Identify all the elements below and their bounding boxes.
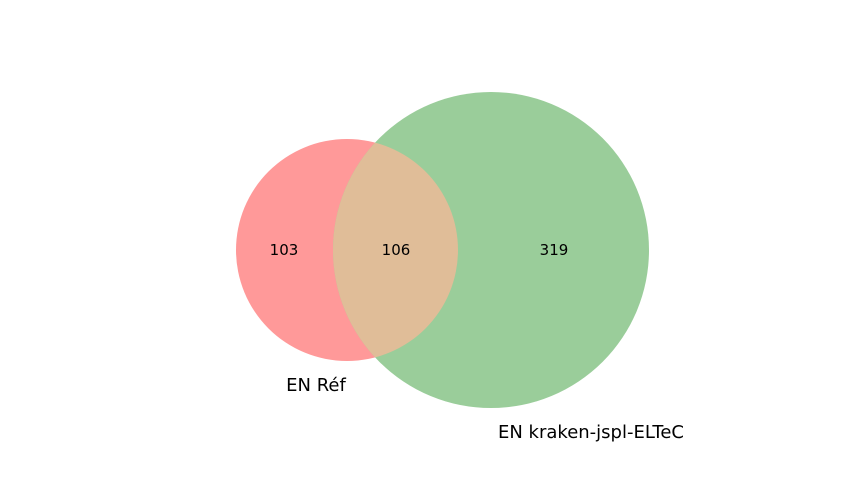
intersection-region: [333, 139, 458, 361]
count-intersection: 106: [382, 241, 411, 259]
count-only-a: 103: [270, 241, 299, 259]
set-a-label: EN Réf: [286, 375, 346, 396]
count-only-b: 319: [540, 241, 569, 259]
set-b-label: EN kraken-jspl-ELTeC: [498, 422, 684, 443]
